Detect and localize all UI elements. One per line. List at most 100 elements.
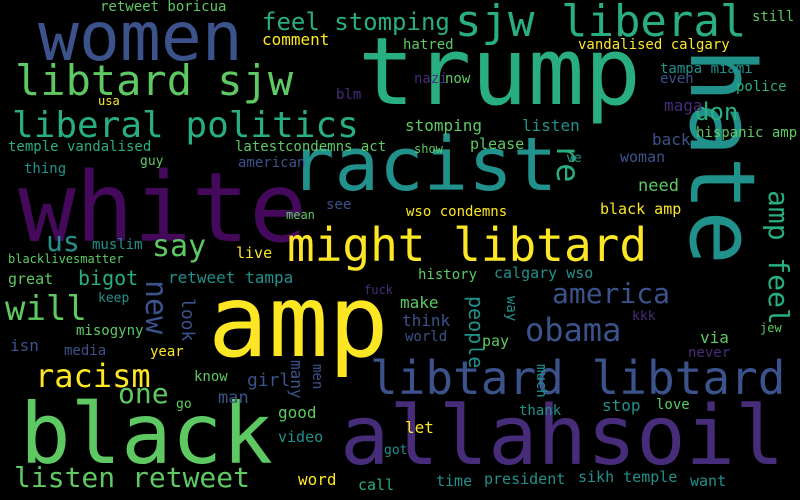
word-let: let — [405, 418, 434, 437]
word-bigot: bigot — [78, 266, 139, 290]
word-american: american — [238, 155, 306, 171]
word-allahsoil: allahsoil — [340, 389, 785, 484]
word-live: live — [236, 244, 273, 262]
word-retweet-tampa: retweet tampa — [168, 268, 294, 287]
word-world: world — [405, 329, 448, 345]
word-condemns-act: condemns act — [285, 139, 387, 155]
word-feel-stomping: feel stomping — [262, 8, 450, 36]
word-via: via — [700, 328, 729, 347]
word-obama: obama — [525, 311, 622, 349]
word-america: america — [552, 277, 671, 310]
word-time: time — [436, 472, 473, 490]
word-want: want — [690, 472, 727, 490]
word-listen-retweet: listen retweet — [14, 461, 251, 494]
word-president: president — [484, 470, 566, 488]
word-thank: thank — [519, 403, 562, 419]
word-liberal-politics: liberal politics — [12, 105, 359, 146]
word-word: word — [298, 470, 337, 489]
word-new: new — [138, 280, 173, 335]
word-year: year — [150, 344, 184, 360]
word-one: one — [118, 377, 169, 410]
word-trump: trump — [358, 18, 641, 127]
word-love: love — [656, 397, 690, 413]
word-say: say — [152, 229, 207, 264]
word-amp-feel: amp feel — [762, 190, 795, 325]
word-listen: listen — [522, 116, 580, 135]
word-white: white — [18, 152, 307, 264]
word-still: still — [752, 9, 795, 25]
word-muslim: muslim — [92, 237, 143, 253]
word-black-amp: black amp — [600, 200, 682, 218]
word-many: many — [287, 360, 306, 399]
word-retweet-boricua: retweet boricua — [100, 0, 227, 15]
word-video: video — [278, 428, 324, 446]
word-blacklivesmatter: blacklivesmatter — [8, 252, 124, 266]
word-much: much — [533, 364, 549, 398]
word-know: know — [194, 369, 228, 385]
word-guy: guy — [140, 154, 164, 169]
word-sikh-temple: sikh temple — [578, 468, 678, 486]
word-women: women — [38, 0, 243, 77]
word-temple-vandalised: temple vandalised — [8, 139, 152, 155]
word-media: media — [64, 343, 107, 359]
word-good: good — [278, 403, 317, 422]
word-way: way — [503, 296, 519, 322]
word-libtard-libtard: libtard libtard — [370, 351, 786, 405]
word-even: even — [660, 71, 694, 87]
word-libtard-sjw: libtard sjw — [15, 56, 294, 105]
word-kkk: kkk — [632, 309, 656, 324]
word-misogyny: misogyny — [76, 323, 144, 339]
word-man: man — [218, 388, 249, 408]
word-call: call — [358, 476, 395, 494]
word-comment: comment — [262, 30, 330, 49]
word-need: need — [638, 176, 679, 196]
word-look: look — [177, 298, 198, 342]
word-racism: racism — [35, 357, 151, 395]
word-jew: jew — [760, 321, 782, 335]
word-men: men — [309, 364, 325, 390]
word-make: make — [400, 293, 439, 312]
word-tampa-miami: tampa miami — [660, 61, 753, 77]
word-maga: maga — [664, 96, 703, 115]
word-police: police — [736, 79, 787, 95]
word-history: history — [418, 267, 478, 283]
word-amp: amp — [208, 263, 389, 380]
word-please: please — [470, 135, 525, 153]
word-blm: blm — [336, 87, 362, 103]
word-show: show — [414, 142, 443, 156]
word-see: see — [326, 197, 352, 213]
word-hispanic-amp: hispanic amp — [696, 125, 798, 141]
word-girl: girl — [247, 370, 291, 391]
word-isn: isn — [10, 336, 39, 355]
word-pay: pay — [482, 332, 510, 350]
word-wso-condemns: wso condemns — [406, 204, 508, 220]
word-ve: ve — [566, 151, 582, 166]
word-sjw-liberal: sjw liberal — [455, 0, 747, 47]
word-great: great — [8, 270, 54, 288]
word-think: think — [402, 311, 451, 330]
word-mean: mean — [286, 208, 315, 222]
word-will: will — [5, 289, 87, 329]
word-racist: racist — [290, 122, 558, 208]
word-black: black — [20, 385, 273, 483]
word-keep: keep — [98, 291, 130, 306]
word-woman: woman — [620, 148, 666, 166]
word-go: go — [176, 397, 192, 412]
word-latest: latest — [235, 139, 286, 155]
word-vandalised-calgary: vandalised calgary — [578, 37, 730, 53]
word-never: never — [688, 345, 731, 361]
word-got: got — [384, 443, 408, 458]
word-stomping: stomping — [405, 116, 483, 135]
word-hatred: hatred — [403, 37, 454, 53]
word-calgary-wso: calgary wso — [494, 264, 594, 282]
word-nazi: nazi — [414, 71, 448, 87]
word-now: now — [445, 71, 471, 87]
word-stop: stop — [602, 396, 641, 415]
word-us: us — [46, 225, 80, 258]
word-might-libtard: might libtard — [287, 218, 648, 272]
word-fuck: fuck — [364, 283, 393, 297]
word-thing: thing — [24, 161, 67, 177]
word-usa: usa — [98, 94, 120, 108]
word-back: back — [652, 130, 691, 149]
